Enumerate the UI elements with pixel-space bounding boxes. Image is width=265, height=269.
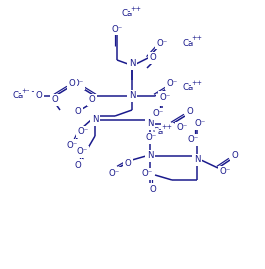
Text: O: O bbox=[150, 185, 156, 193]
Text: N: N bbox=[147, 119, 153, 129]
Text: ++: ++ bbox=[192, 35, 202, 41]
Text: O⁻: O⁻ bbox=[194, 119, 206, 129]
Text: O⁻: O⁻ bbox=[152, 109, 164, 119]
Text: O⁻: O⁻ bbox=[111, 24, 123, 34]
Text: ++: ++ bbox=[161, 124, 173, 130]
Text: O⁻: O⁻ bbox=[66, 140, 78, 150]
Text: O⁻: O⁻ bbox=[187, 136, 199, 144]
Text: O⁻: O⁻ bbox=[72, 80, 84, 89]
Text: O: O bbox=[69, 80, 75, 89]
Text: O: O bbox=[75, 108, 81, 116]
Text: N: N bbox=[129, 59, 135, 69]
Text: O⁻: O⁻ bbox=[159, 93, 171, 101]
Text: N: N bbox=[147, 151, 153, 161]
Text: O: O bbox=[187, 108, 193, 116]
Text: Ca: Ca bbox=[121, 9, 132, 19]
Text: O⁻: O⁻ bbox=[108, 168, 120, 178]
Text: O⁻: O⁻ bbox=[176, 123, 188, 133]
Text: O: O bbox=[232, 151, 239, 161]
Text: O⁻: O⁻ bbox=[145, 133, 157, 143]
Text: Ca: Ca bbox=[12, 91, 24, 101]
Text: Ca: Ca bbox=[182, 83, 194, 93]
Text: O: O bbox=[52, 95, 58, 104]
Text: O⁻: O⁻ bbox=[219, 168, 231, 176]
Text: O: O bbox=[75, 161, 81, 169]
Text: N: N bbox=[92, 115, 98, 125]
Text: −: − bbox=[30, 87, 38, 95]
Text: ++: ++ bbox=[21, 88, 33, 94]
Text: O⁻: O⁻ bbox=[141, 169, 153, 179]
Text: N: N bbox=[129, 91, 135, 101]
Text: O: O bbox=[150, 54, 156, 62]
Text: O⁻: O⁻ bbox=[157, 95, 169, 104]
Text: ++: ++ bbox=[192, 80, 202, 86]
Text: O⁻: O⁻ bbox=[77, 128, 89, 136]
Text: O: O bbox=[125, 160, 131, 168]
Text: O⁻: O⁻ bbox=[76, 147, 88, 157]
Text: Ca: Ca bbox=[152, 128, 164, 136]
Text: O⁻: O⁻ bbox=[156, 38, 168, 48]
Text: O: O bbox=[36, 91, 42, 101]
Text: O: O bbox=[89, 95, 95, 104]
Text: Ca: Ca bbox=[182, 38, 194, 48]
Text: N: N bbox=[194, 155, 200, 165]
Text: ++: ++ bbox=[130, 6, 142, 12]
Text: O⁻: O⁻ bbox=[166, 80, 178, 89]
